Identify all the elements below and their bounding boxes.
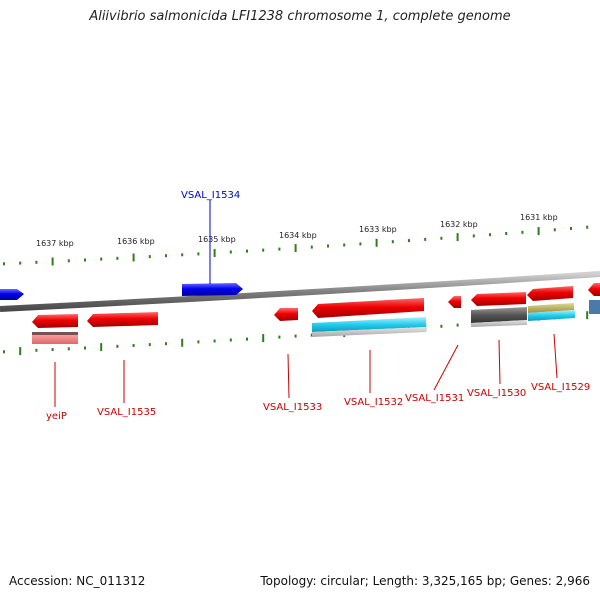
leader-line: [553, 333, 558, 379]
accession-label: Accession: NC_011312: [9, 574, 146, 588]
gene-vsal-i1532-arrow[interactable]: [312, 298, 424, 318]
label-leaders: [54, 200, 558, 407]
leader-line: [498, 339, 501, 385]
gene-label-vsal-i1534[interactable]: VSAL_I1534: [181, 190, 240, 201]
gene-vsal-i1529-feature-olive[interactable]: [528, 303, 574, 313]
gene-vsal-i1529-arrow[interactable]: [527, 286, 573, 301]
gene-vsal-i1532-feature-base: [312, 327, 426, 337]
gene-label-vsal-i1531[interactable]: VSAL_I1531: [405, 393, 464, 404]
page-title: Aliivibrio salmonicida LFI1238 chromosom…: [89, 9, 511, 24]
reverse-genes: [32, 283, 600, 344]
gene-vsal-i1530-arrow[interactable]: [471, 292, 526, 306]
ruler-tick-label: 1631 kbp: [520, 213, 558, 222]
gene-yeip-feature-top: [32, 332, 78, 335]
ruler-tick-label: 1632 kbp: [440, 220, 478, 229]
gene-vsal-i1535-arrow[interactable]: [87, 312, 158, 327]
edge-feature[interactable]: [589, 300, 600, 314]
gene-label-yeip[interactable]: yeiP: [46, 411, 67, 422]
leader-line: [287, 353, 290, 399]
gene-label-vsal-i1530[interactable]: VSAL_I1530: [467, 388, 526, 399]
ruler-tick-label: 1635 kbp: [198, 235, 236, 244]
gene-yeip-arrow[interactable]: [32, 314, 78, 328]
gene-vsal-i1531-arrow[interactable]: [448, 296, 461, 308]
gene-labels: VSAL_I1534 yeiP VSAL_I1535 VSAL_I1533 VS…: [46, 190, 590, 422]
gene-vsal-i1529-feature[interactable]: [528, 310, 575, 321]
forward-gene-arrow[interactable]: [0, 289, 24, 300]
gene-vsal-i1530-feature-base: [471, 320, 527, 327]
gene-label-vsal-i1532[interactable]: VSAL_I1532: [344, 397, 403, 408]
genome-stats-label: Topology: circular; Length: 3,325,165 bp…: [260, 574, 590, 588]
ruler-tick-label: 1633 kbp: [359, 225, 397, 234]
gene-label-vsal-i1535[interactable]: VSAL_I1535: [97, 407, 156, 418]
ruler-tick-label: 1636 kbp: [117, 237, 155, 246]
gene-label-vsal-i1533[interactable]: VSAL_I1533: [263, 402, 322, 413]
forward-genes: [0, 283, 243, 300]
leader-line: [433, 344, 459, 391]
ruler-tick-label: 1634 kbp: [279, 231, 317, 240]
chromosome-backbone: [0, 271, 600, 312]
gene-vsal-i1530-feature[interactable]: [471, 307, 527, 323]
outer-tick-track: [3, 225, 589, 266]
gene-vsal-i1534-arrow[interactable]: [182, 283, 243, 296]
gene-vsal-i1533-arrow[interactable]: [274, 308, 298, 321]
gene-label-vsal-i1529[interactable]: VSAL_I1529: [531, 382, 590, 393]
ruler-labels: 1637 kbp 1636 kbp 1635 kbp 1634 kbp 1633…: [36, 213, 558, 248]
ruler-tick-label: 1637 kbp: [36, 239, 74, 248]
reverse-gene-arrow[interactable]: [588, 283, 600, 296]
